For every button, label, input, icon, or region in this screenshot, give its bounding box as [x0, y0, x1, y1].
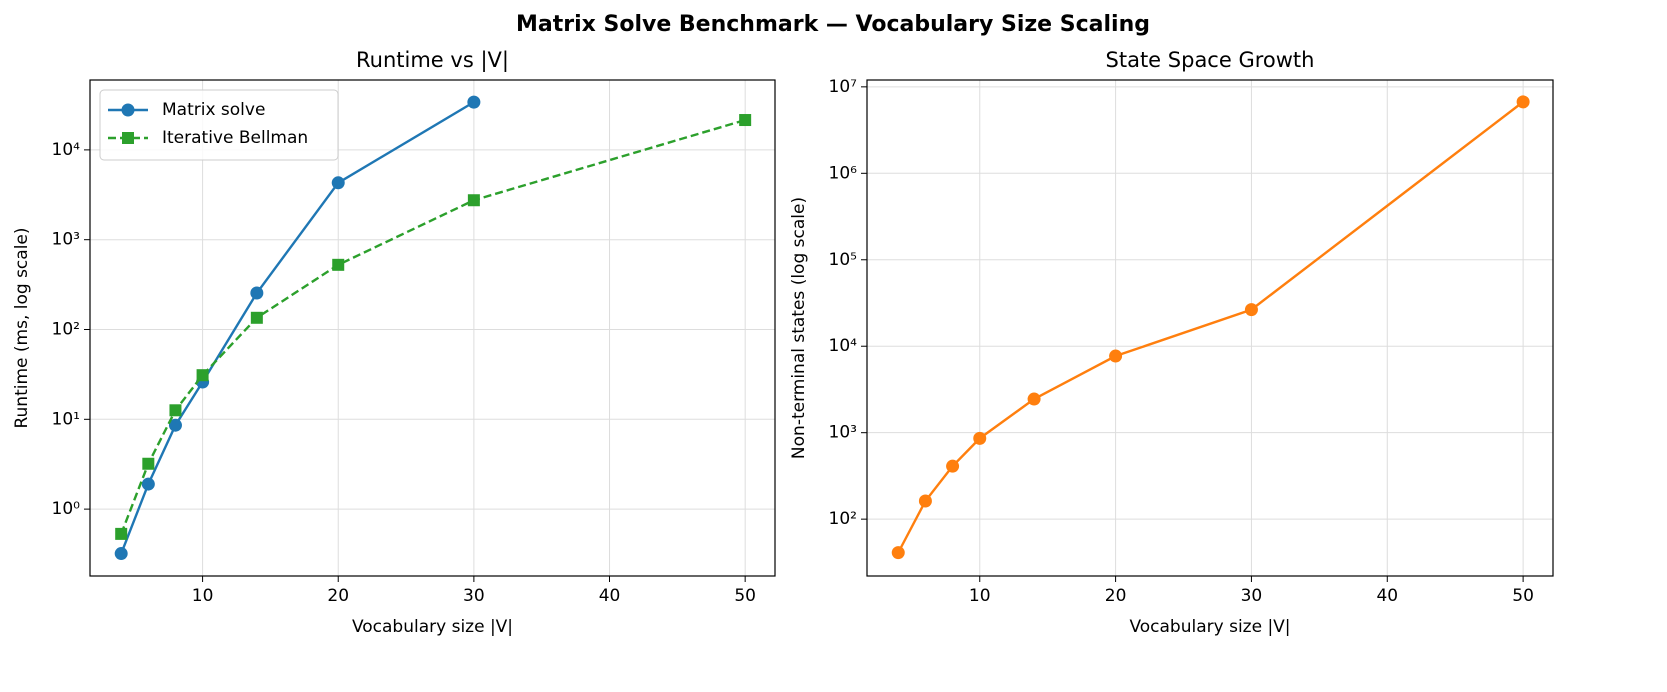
marker [1027, 392, 1041, 406]
x-tick-label: 30 [463, 586, 485, 606]
x-tick-label: 50 [1512, 586, 1534, 606]
x-tick-label: 40 [599, 586, 621, 606]
marker [946, 459, 960, 473]
y-tick-label: 10⁵ [829, 250, 857, 270]
x-tick-label: 30 [1241, 586, 1263, 606]
x-tick-label: 20 [327, 586, 349, 606]
marker [1109, 349, 1123, 363]
subplot-title: Runtime vs |V| [356, 48, 509, 73]
legend-label: Matrix solve [162, 100, 265, 120]
x-axis-label: Vocabulary size |V| [1129, 617, 1290, 637]
y-axis-label: Non-terminal states (log scale) [789, 197, 809, 459]
x-tick-label: 10 [969, 586, 991, 606]
legend-marker [121, 103, 135, 117]
x-tick-label: 10 [192, 586, 214, 606]
marker [918, 494, 932, 508]
marker [250, 286, 264, 300]
y-tick-label: 10³ [52, 230, 80, 250]
y-tick-label: 10² [52, 320, 80, 340]
y-tick-label: 10¹ [52, 409, 80, 429]
marker [1244, 303, 1258, 317]
y-axis-label: Runtime (ms, log scale) [12, 227, 32, 428]
marker [196, 369, 209, 382]
subplot-title: State Space Growth [1106, 48, 1315, 72]
y-tick-label: 10⁶ [829, 163, 858, 183]
marker [141, 477, 155, 491]
marker [739, 114, 752, 127]
marker [169, 404, 182, 417]
marker [115, 527, 128, 540]
y-tick-label: 10³ [829, 423, 857, 443]
marker [142, 457, 155, 470]
y-tick-label: 10⁴ [52, 140, 81, 160]
marker [332, 258, 345, 271]
marker [114, 547, 128, 561]
marker [1516, 95, 1530, 109]
marker [250, 311, 263, 324]
series-line [897, 100, 1524, 554]
plot-frame [866, 79, 1554, 577]
plot-frame [89, 79, 776, 577]
y-tick-label: 10⁷ [829, 77, 858, 97]
x-tick-label: 50 [734, 586, 756, 606]
marker [467, 194, 480, 207]
legend-marker [122, 132, 134, 144]
marker [467, 95, 481, 109]
legend-label: Iterative Bellman [162, 128, 308, 148]
y-tick-label: 10⁰ [52, 499, 81, 519]
y-tick-label: 10⁴ [829, 336, 858, 356]
series-line [120, 101, 475, 554]
x-tick-label: 40 [1376, 586, 1398, 606]
series-line [120, 118, 746, 535]
marker [331, 176, 345, 190]
x-axis-label: Vocabulary size |V| [352, 617, 513, 637]
marker [891, 546, 905, 560]
marker [168, 418, 182, 432]
x-tick-label: 20 [1105, 586, 1127, 606]
legend-box [99, 89, 339, 161]
figure-title: Matrix Solve Benchmark — Vocabulary Size… [516, 12, 1150, 37]
marker [973, 431, 987, 445]
y-tick-label: 10² [829, 509, 857, 529]
